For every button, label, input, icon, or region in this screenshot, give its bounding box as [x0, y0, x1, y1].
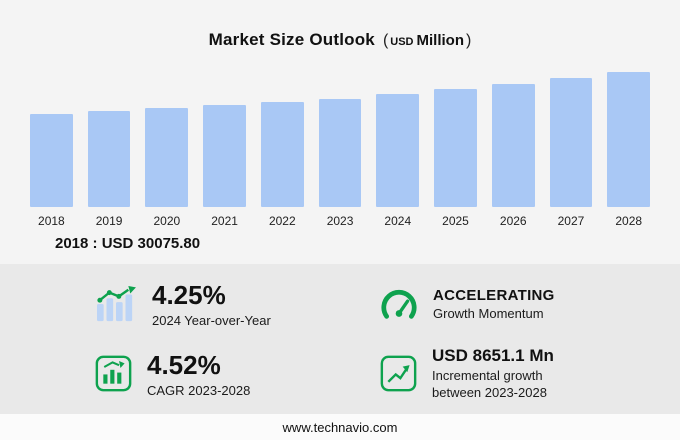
title-unit: (USD Million)	[383, 32, 471, 49]
x-axis-label-2022: 2022	[268, 214, 296, 228]
x-axis-label-2019: 2019	[95, 214, 123, 228]
chart-bar-2026	[491, 84, 535, 207]
stat-yoy-value: 4.25%	[152, 280, 226, 310]
page-title: Market Size Outlook (USD Million)	[0, 0, 680, 50]
unit-open-paren: (	[382, 32, 389, 49]
stat-momentum-label: Growth Momentum	[433, 306, 544, 321]
stat-cagr-label: CAGR 2023-2028	[147, 382, 251, 398]
stat-yoy-text: 4.25% 2024 Year-over-Year	[152, 280, 271, 328]
stat-cagr: 4.52% CAGR 2023-2028	[95, 346, 380, 402]
stat-momentum-text: ACCELERATING Growth Momentum	[433, 287, 555, 321]
title-text: Market Size Outlook	[208, 30, 375, 49]
x-axis-label-2024: 2024	[384, 214, 412, 228]
footer-link[interactable]: www.technavio.com	[282, 419, 398, 435]
bar-column-2025: 2025	[434, 72, 477, 229]
bar-column-2022: 2022	[260, 72, 304, 229]
stat-momentum-value: ACCELERATING	[433, 287, 555, 304]
x-axis-label-2025: 2025	[442, 214, 469, 228]
stat-cagr-text: 4.52% CAGR 2023-2028	[147, 350, 250, 398]
x-axis-label-2020: 2020	[153, 214, 181, 228]
base-year-value-label: 2018 : USD 30075.80	[55, 235, 201, 252]
unit-currency: USD	[390, 36, 414, 48]
chart-bar-2028	[607, 72, 651, 207]
bar-column-2023: 2023	[318, 72, 362, 229]
footer-bar: www.technavio.com	[0, 414, 680, 440]
chart-bar-2023	[318, 99, 362, 207]
unit-word: Million	[416, 32, 465, 49]
bar-column-2027: 2027	[549, 72, 593, 229]
x-axis-label-2026: 2026	[499, 214, 527, 228]
x-axis-label-2028: 2028	[615, 214, 643, 228]
stat-incremental-label: Incremental growth between 2023-2028	[432, 368, 547, 400]
bar-column-2019: 2019	[87, 72, 131, 229]
chart-bar-2024	[376, 94, 420, 207]
stat-incremental: USD 8651.1 Mn Incremental growth between…	[380, 346, 650, 402]
chart-bar-2025	[434, 89, 477, 207]
bar-growth-trend-icon	[95, 285, 137, 323]
chart-bar-2018	[30, 114, 73, 207]
x-axis-label-2023: 2023	[326, 214, 354, 228]
stat-momentum: ACCELERATING Growth Momentum	[380, 280, 650, 328]
bar-column-2024: 2024	[376, 72, 420, 229]
bar-column-2018: 2018	[30, 72, 73, 229]
stats-panel: 4.25% 2024 Year-over-Year ACCELERATING G…	[0, 264, 680, 416]
stat-yoy: 4.25% 2024 Year-over-Year	[95, 280, 380, 328]
x-axis-label-2018: 2018	[38, 214, 65, 228]
stat-incremental-value: USD 8651.1 Mn	[432, 346, 554, 365]
stat-cagr-value: 4.52%	[147, 349, 221, 380]
chart-bar-2022	[260, 102, 304, 207]
chart-bar-2021	[203, 105, 246, 207]
chart-bar-2027	[549, 78, 593, 207]
stat-incremental-text: USD 8651.1 Mn Incremental growth between…	[432, 346, 587, 402]
bar-column-2020: 2020	[145, 72, 189, 229]
bar-chart: 2018 2019 2020 2021 2022 2023 2024 2025 2026 2027…	[30, 72, 651, 229]
bar-column-2028: 2028	[607, 72, 651, 229]
x-axis-label-2027: 2027	[557, 214, 585, 228]
incremental-growth-icon	[380, 355, 417, 392]
bar-column-2021: 2021	[203, 72, 246, 229]
bar-column-2026: 2026	[491, 72, 535, 229]
cagr-chart-icon	[95, 355, 132, 392]
unit-close-paren: )	[466, 32, 472, 49]
chart-bar-2020	[145, 108, 189, 207]
stat-yoy-label: 2024 Year-over-Year	[152, 313, 271, 328]
bar-chart-plot-area: 2018 2019 2020 2021 2022 2023 2024 2025 2026 2027…	[30, 72, 651, 229]
x-axis-label-2021: 2021	[211, 214, 238, 228]
gauge-icon	[380, 286, 418, 322]
chart-bar-2019	[87, 111, 131, 207]
